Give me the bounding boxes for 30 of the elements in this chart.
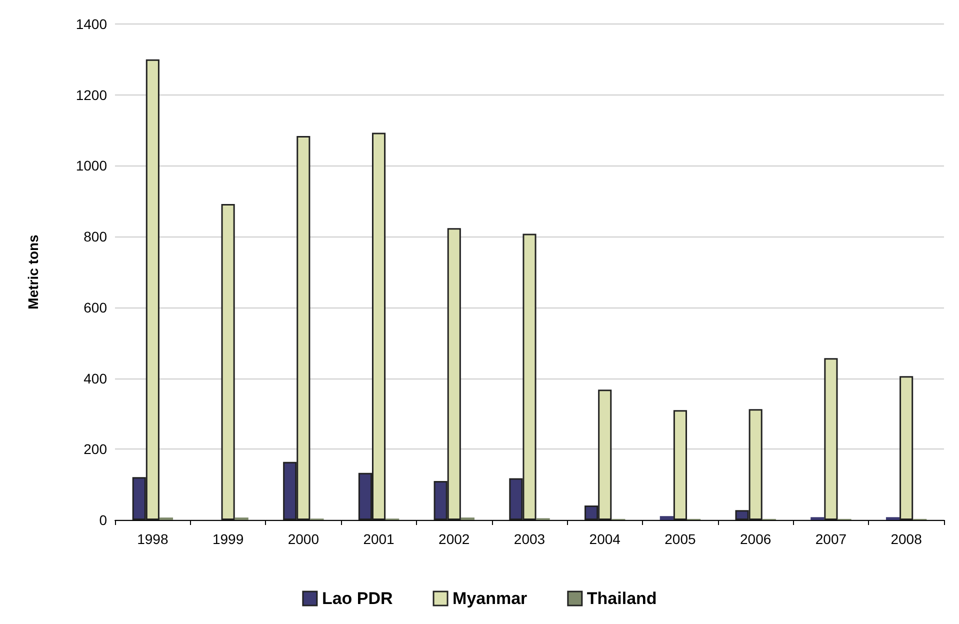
x-tick-label: 2004 bbox=[589, 531, 621, 547]
y-axis-title: Metric tons bbox=[25, 234, 41, 310]
bar bbox=[673, 410, 688, 520]
x-tick-label: 1999 bbox=[212, 531, 244, 547]
bar bbox=[660, 516, 674, 520]
x-tick-label: 2003 bbox=[514, 531, 546, 547]
y-tick-label: 400 bbox=[84, 370, 108, 386]
y-tick-label: 1200 bbox=[76, 86, 108, 103]
y-tick-label: 600 bbox=[84, 299, 108, 316]
x-tick-label: 2001 bbox=[363, 531, 395, 547]
bar bbox=[886, 517, 900, 520]
legend-label: Lao PDR bbox=[322, 589, 393, 608]
x-tick-label: 2002 bbox=[438, 531, 470, 547]
x-tick-label: 1998 bbox=[137, 531, 168, 547]
bar bbox=[221, 204, 235, 520]
bar bbox=[900, 376, 914, 520]
x-tick-label: 2005 bbox=[664, 531, 696, 547]
x-tick-label: 2008 bbox=[890, 531, 922, 547]
y-tick-label: 200 bbox=[84, 441, 108, 458]
y-tick-label: 1400 bbox=[76, 16, 108, 32]
y-tick-label: 0 bbox=[99, 512, 108, 528]
y-tick-label: 800 bbox=[84, 228, 108, 245]
legend-label: Myanmar bbox=[452, 589, 528, 608]
x-tick-label: 2007 bbox=[815, 531, 847, 547]
x-tick-label: 2000 bbox=[288, 531, 320, 547]
bar bbox=[810, 517, 824, 520]
bar bbox=[824, 358, 838, 520]
y-tick-label: 1000 bbox=[76, 158, 108, 174]
x-tick-label: 2006 bbox=[740, 531, 772, 547]
legend-label: Thailand bbox=[586, 589, 657, 608]
